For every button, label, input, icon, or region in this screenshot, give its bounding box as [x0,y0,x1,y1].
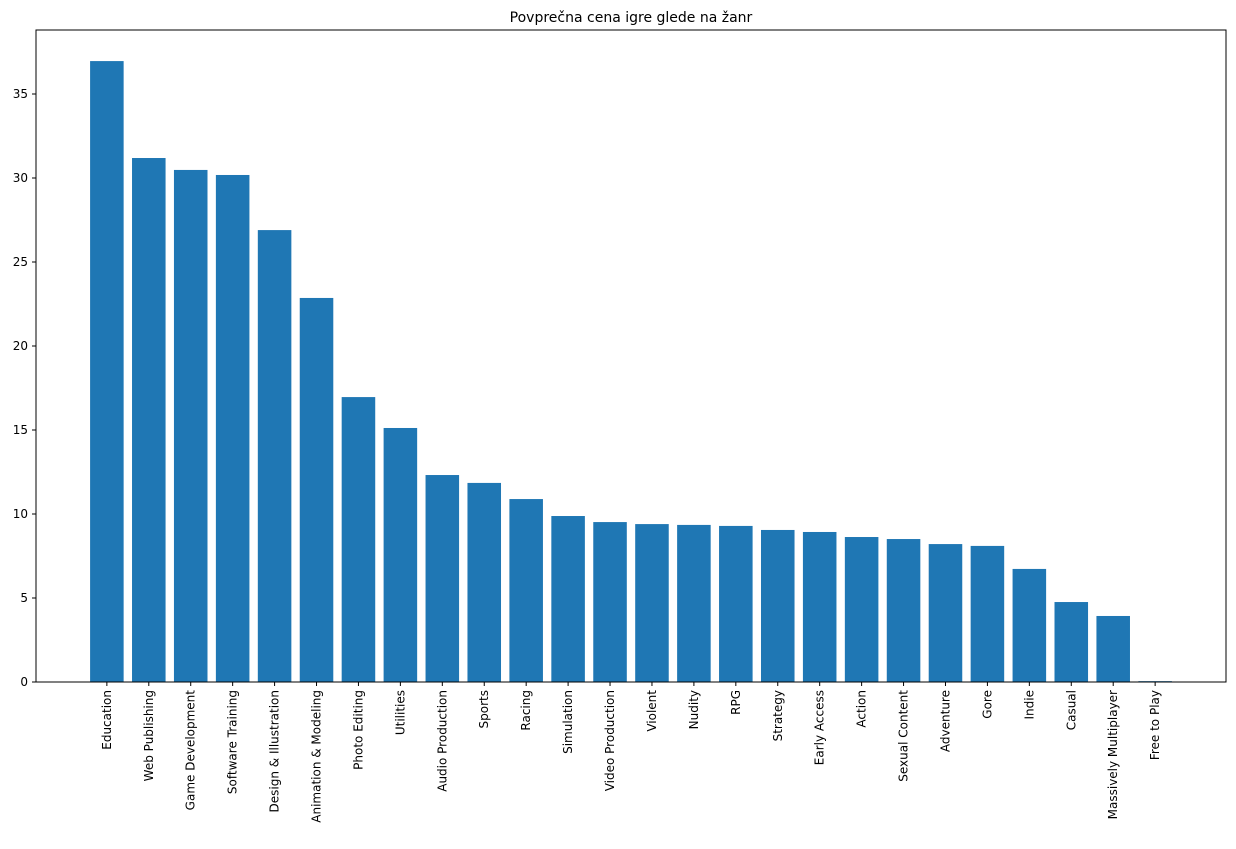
bar [425,475,460,682]
x-tick-label: Massively Multiplayer [1106,690,1120,819]
y-tick-label: 0 [20,675,28,689]
bar [760,529,795,682]
bar [802,531,837,682]
x-tick-label: Utilities [393,690,407,735]
bar [844,537,879,682]
x-tick-label: Sexual Content [897,690,911,782]
x-tick-label: Violent [645,690,659,732]
y-tick-label: 25 [13,255,28,269]
bar [551,516,585,682]
bar [132,158,166,683]
x-tick-label: Animation & Modeling [310,690,324,823]
x-tick-label: Audio Production [435,690,449,792]
bar [509,499,543,682]
bar [886,539,921,682]
bar [719,525,753,682]
chart-title: Povprečna cena igre glede na žanr [510,10,753,26]
x-tick-label: Early Access [813,690,827,765]
x-tick-label: RPG [729,690,743,715]
bar [593,522,627,682]
bar [1012,568,1047,682]
x-tick-label: Strategy [771,690,785,741]
bar [1054,602,1089,682]
y-tick-label: 5 [20,591,28,605]
x-tick-label: Game Development [184,690,198,811]
x-tick-label: Web Publishing [142,690,156,781]
bar [928,544,963,682]
bar [383,427,418,682]
x-tick-label: Software Training [226,690,240,794]
bar [173,169,208,683]
y-tick-label: 20 [13,339,28,353]
bar [635,524,669,682]
y-tick-label: 10 [13,507,28,521]
x-tick-label: Design & Illustration [268,690,282,812]
x-tick-label: Gore [980,690,994,719]
x-tick-label: Action [855,690,869,728]
x-tick-label: Racing [519,690,533,731]
bar [90,61,124,683]
x-tick-label: Education [100,690,114,750]
plot-frame [35,29,1227,683]
bar [299,297,334,682]
bar [467,482,502,682]
bar [1096,615,1130,682]
bar [677,524,711,682]
x-tick-label: Adventure [938,690,952,752]
x-tick-label: Simulation [561,690,575,754]
y-tick-label: 35 [13,87,28,101]
bar [341,397,376,682]
x-tick-label: Free to Play [1148,690,1162,760]
x-tick-label: Indie [1022,690,1036,719]
x-tick-label: Video Production [603,690,617,791]
x-tick-label: Photo Editing [351,690,365,770]
x-tick-label: Nudity [687,690,701,729]
x-tick-label: Sports [477,690,491,728]
y-tick-label: 15 [13,423,28,437]
y-tick-label: 30 [13,171,28,185]
x-tick-label: Casual [1064,690,1078,730]
bar [215,174,250,682]
bar [970,545,1005,682]
bar [257,230,292,682]
